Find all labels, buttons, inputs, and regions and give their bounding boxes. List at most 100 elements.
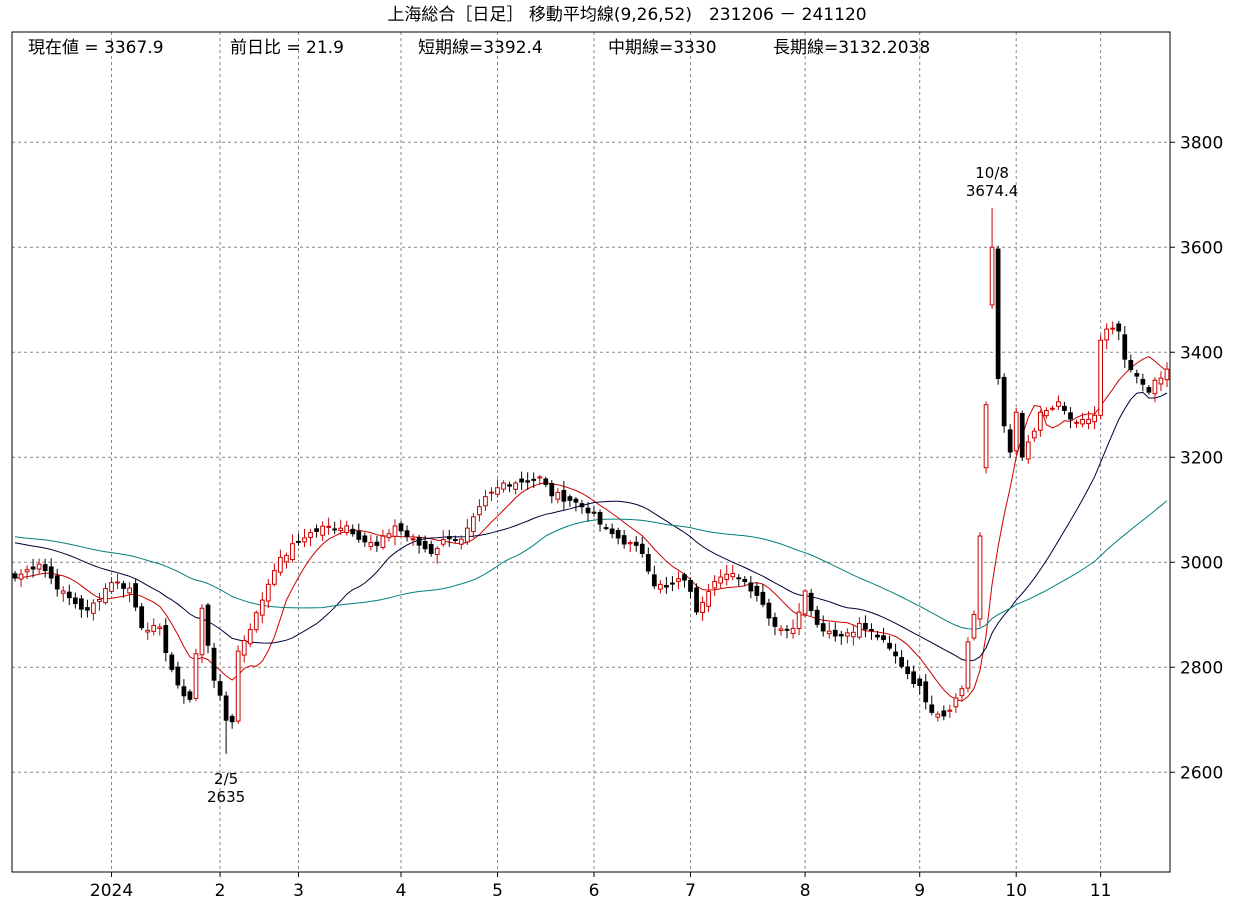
candle-body — [48, 566, 54, 579]
candle-body — [271, 570, 277, 585]
candle-body — [748, 582, 754, 592]
x-tick-label: 11 — [1090, 881, 1112, 901]
candle-body — [730, 573, 736, 578]
annotation-value: 3674.4 — [966, 182, 1019, 200]
candle-body — [700, 601, 705, 613]
candle-body — [603, 527, 609, 530]
candle-body — [91, 602, 96, 614]
candle-body — [627, 542, 633, 545]
candle-body — [42, 564, 48, 572]
candle-body — [109, 582, 114, 592]
candle-body — [121, 583, 126, 589]
candle-body — [477, 506, 482, 516]
candle-body — [857, 622, 862, 638]
candle-body — [513, 482, 518, 490]
candle-body — [875, 634, 880, 638]
candle-body — [639, 543, 645, 554]
candle-body — [844, 632, 850, 637]
candle-body — [579, 503, 585, 508]
candle-body — [368, 542, 374, 547]
candle-body — [30, 566, 36, 570]
candle-body — [205, 604, 211, 646]
candle-body — [489, 491, 494, 494]
candle-body — [85, 607, 90, 611]
candle-body — [676, 578, 681, 582]
annotation-date: 2/5 — [214, 770, 238, 788]
candle-body — [664, 585, 669, 588]
candle-body — [573, 498, 579, 503]
candle-body — [766, 602, 772, 619]
long-ma-label: 長期線=3132.2038 — [773, 38, 930, 58]
candle-body — [24, 569, 30, 573]
candle-body — [1140, 378, 1146, 385]
candle-body — [796, 611, 802, 630]
candle-body — [621, 535, 627, 545]
candle-body — [1086, 418, 1091, 425]
x-tick-label: 2024 — [90, 881, 133, 901]
candle-body — [1092, 414, 1097, 423]
candle-body — [422, 540, 428, 550]
candle-body — [923, 681, 929, 703]
candle-body — [826, 630, 832, 635]
candle-body — [893, 651, 898, 657]
candle-body — [223, 695, 229, 721]
candle-body — [1104, 328, 1110, 341]
candle-body — [953, 697, 959, 708]
candle-body — [308, 532, 313, 538]
candle-body — [458, 538, 464, 545]
candle-body — [1110, 327, 1116, 330]
candle-body — [97, 598, 102, 602]
candle-body — [127, 587, 132, 594]
candle-body — [440, 538, 446, 545]
candle-body — [320, 525, 325, 536]
y-tick-label: 3000 — [1180, 553, 1223, 573]
x-tick-label: 10 — [1005, 881, 1027, 901]
candle-body — [1019, 412, 1025, 458]
candle-body — [428, 543, 434, 554]
x-tick-label: 4 — [396, 881, 407, 901]
candle-body — [66, 591, 72, 599]
candle-body — [935, 713, 941, 718]
candle-body — [959, 688, 965, 697]
short-ma-label: 短期線=3392.4 — [418, 38, 543, 58]
candle-body — [989, 246, 995, 306]
candle-body — [645, 554, 651, 572]
candle-body — [760, 591, 766, 605]
ma-line-9 — [14, 356, 1168, 702]
candle-body — [1074, 421, 1079, 424]
candle-body — [133, 583, 139, 608]
candle-body — [1025, 441, 1031, 460]
ma-layer — [14, 356, 1168, 702]
candle-body — [869, 628, 874, 631]
candle-body — [36, 563, 42, 570]
candle-body — [446, 536, 452, 540]
candle-body — [694, 587, 699, 613]
candle-body — [187, 691, 193, 700]
candle-body — [585, 507, 591, 514]
candle-body — [850, 631, 856, 638]
candle-body — [609, 528, 615, 535]
candle-body — [338, 527, 344, 532]
candle-body — [820, 623, 826, 632]
candle-body — [887, 642, 892, 649]
candle-body — [1146, 387, 1152, 393]
candle-body — [543, 478, 549, 485]
y-tick-label: 3200 — [1180, 448, 1223, 468]
candle-body — [531, 478, 537, 481]
candle-body — [265, 583, 271, 602]
annotation-date: 10/8 — [975, 164, 1009, 182]
grid-layer — [12, 32, 1170, 872]
candle-body — [217, 681, 223, 696]
candle-body — [567, 496, 573, 501]
candle-body — [278, 556, 283, 573]
candle-body — [525, 480, 531, 483]
candle-body — [115, 581, 120, 584]
candle-body — [404, 530, 410, 537]
candle-body — [724, 573, 730, 580]
candle-body — [549, 483, 555, 497]
candle-body — [380, 535, 386, 549]
candle-body — [1062, 405, 1067, 411]
candle-body — [754, 585, 760, 596]
